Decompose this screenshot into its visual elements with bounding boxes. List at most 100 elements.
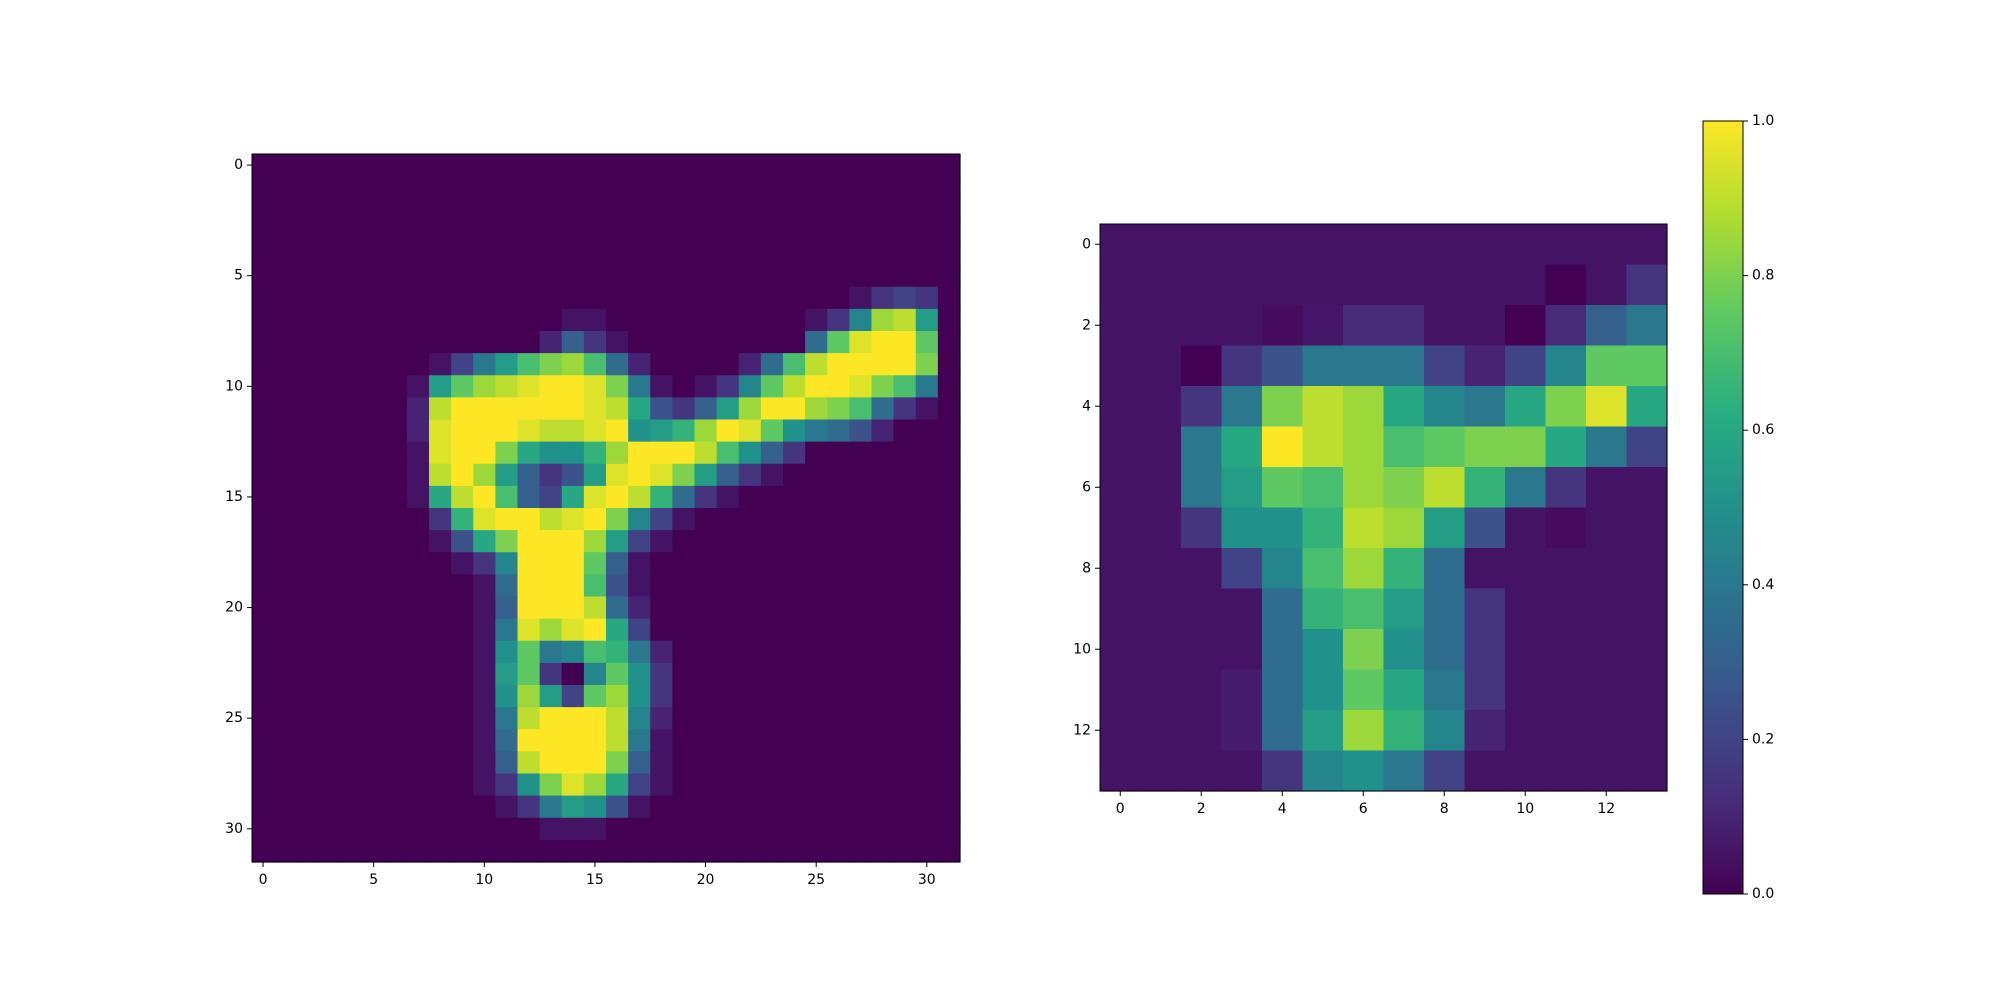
heatmap-cell [628,552,651,575]
heatmap-cell [694,552,718,575]
heatmap-cell [716,729,740,752]
heatmap-cell [915,264,939,288]
heatmap-cell [583,751,607,775]
heatmap-cell [318,707,342,730]
heatmap-cell [1302,345,1344,387]
heatmap-cell [495,839,519,863]
heatmap-cell [1424,669,1466,711]
heatmap-cell [252,707,275,730]
heatmap-cell [473,154,496,177]
heatmap-cell [1586,710,1628,752]
heatmap-cell [1181,588,1223,630]
heatmap-cell [606,729,629,752]
heatmap-cell [1545,548,1587,590]
heatmap-cell [650,530,673,553]
heatmap-cell [827,795,850,819]
heatmap-cell [473,463,496,487]
heatmap-cell [473,729,496,752]
heatmap-cell [893,552,917,575]
x-tick-label: 10 [1516,801,1534,817]
heatmap-cell [1262,386,1304,428]
heatmap-cell [1343,224,1385,266]
heatmap-cell [274,419,297,443]
x-tick-label: 0 [1116,801,1125,817]
heatmap-cell [937,574,961,598]
heatmap-cell [650,685,673,708]
heatmap-cell [362,640,386,664]
heatmap-cell [406,729,430,752]
colorbar-tick-label: 1.0 [1752,113,1774,129]
heatmap-cell [716,773,740,797]
heatmap-cell [473,640,496,664]
heatmap-cell [805,264,828,288]
heatmap-cell [252,441,275,465]
heatmap-cell [871,375,895,398]
heatmap-cell [539,242,563,266]
heatmap-cell [561,773,585,797]
heatmap-cell [495,419,519,443]
heatmap-cell [827,242,850,266]
heatmap-cell [783,773,806,797]
heatmap-cell [628,485,651,509]
heatmap-cell [805,375,828,398]
heatmap-cell [738,729,762,752]
heatmap-cell [583,618,607,642]
heatmap-cell [628,220,651,244]
heatmap-cell [274,662,297,686]
heatmap-cell [1424,629,1466,671]
heatmap-cell [539,220,563,244]
heatmap-cell [1505,467,1547,509]
heatmap-cell [274,154,297,177]
heatmap-cell [716,331,740,354]
heatmap-cell [583,286,607,310]
heatmap-cell [561,485,585,509]
heatmap-cell [1302,548,1344,590]
heatmap-cell [606,463,629,487]
heatmap-cell [340,596,364,620]
heatmap-cell [937,817,961,841]
heatmap-cell [783,552,806,575]
heatmap-cell [1545,588,1587,630]
heatmap-cell [340,707,364,730]
heatmap-cell [650,795,673,819]
heatmap-cell [296,508,319,531]
heatmap-cell [672,839,696,863]
heatmap-cell [1302,467,1344,509]
heatmap-cell [561,508,585,531]
heatmap-cell [827,198,850,221]
heatmap-cell [1140,669,1182,711]
heatmap-cell [429,485,452,509]
heatmap-cell [429,574,452,598]
heatmap-cell [406,463,430,487]
heatmap-cell [384,751,408,775]
heatmap-cell [1302,386,1344,428]
heatmap-cell [672,286,696,310]
heatmap-cell [274,707,297,730]
heatmap-cell [429,729,452,752]
heatmap-cell [362,751,386,775]
heatmap-cell [827,286,850,310]
heatmap-cell [583,685,607,708]
heatmap-cell [429,773,452,797]
heatmap-cell [1464,345,1506,387]
heatmap-cell [495,685,519,708]
heatmap-cell [827,729,850,752]
heatmap-cell [694,198,718,221]
heatmap-cell [406,530,430,553]
heatmap-cell [1464,467,1506,509]
heatmap-cell [849,375,873,398]
heatmap-cell [1464,669,1506,711]
x-tick-label: 30 [918,872,936,888]
heatmap-cell [606,574,629,598]
heatmap-cell [915,773,939,797]
heatmap-cell [252,419,275,443]
heatmap-cell [252,242,275,266]
heatmap-cell [1221,224,1263,266]
heatmap-cell [694,242,718,266]
heatmap-cell [362,331,386,354]
heatmap-cell [406,441,430,465]
heatmap-cell [583,508,607,531]
heatmap-cell [716,154,740,177]
heatmap-cell [606,596,629,620]
heatmap-cell [583,397,607,421]
